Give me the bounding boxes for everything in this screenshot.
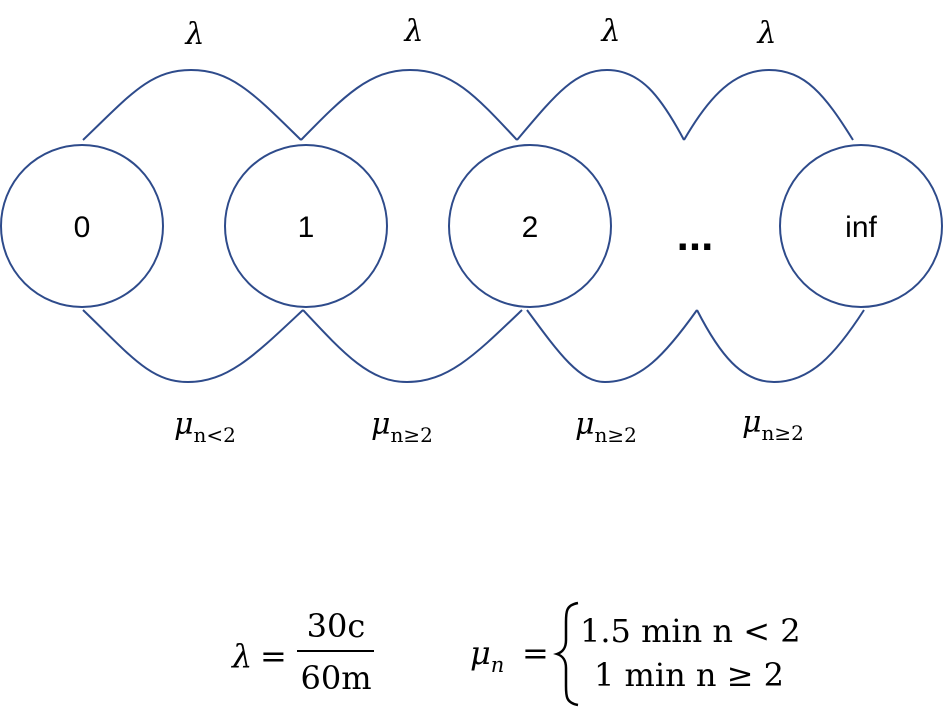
state-2: 2: [448, 144, 612, 308]
service-symbol: μ: [742, 405, 762, 440]
mu-formula-lhs: μn: [470, 634, 504, 677]
service-labels: μn<2 μn≥2 μn≥2 μn≥2: [174, 405, 804, 447]
left-brace: [553, 601, 579, 707]
service-subscript: n≥2: [595, 423, 637, 447]
service-subscript: n≥2: [391, 423, 433, 447]
arrival-label: λ: [403, 14, 423, 49]
lambda-formula-equals: =: [260, 637, 287, 675]
mu-formula-subscript: n: [491, 653, 505, 677]
service-arc-2-1: [302, 309, 523, 384]
service-label: μn≥2: [371, 407, 433, 447]
state-0: 0: [0, 144, 164, 308]
lambda-formula-numerator: 30c: [307, 607, 366, 645]
arrival-arc-1-2: [300, 68, 518, 141]
service-symbol: μ: [174, 407, 194, 442]
lambda-formula: λ = 30c 60m: [230, 607, 374, 697]
mu-formula: μn = 1.5 min n < 2 1 min n ≥ 2: [470, 601, 801, 707]
mu-case-2: 1 min n ≥ 2: [594, 656, 784, 694]
state-label: 0: [74, 211, 91, 244]
state-label: 2: [522, 211, 539, 244]
arrival-label: λ: [184, 17, 204, 52]
arrival-arc-dots-inf: [683, 68, 854, 141]
mu-formula-symbol: μ: [470, 634, 491, 672]
service-subscript: n≥2: [762, 421, 804, 445]
service-symbol: μ: [371, 407, 391, 442]
state-1: 1: [224, 144, 388, 308]
state-label: inf: [845, 211, 877, 244]
state-circle: [0, 144, 164, 308]
state-circle: [224, 144, 388, 308]
ellipsis: ...: [677, 211, 714, 260]
arrival-arc-2-dots: [516, 68, 685, 141]
service-label: μn≥2: [742, 405, 804, 445]
service-arc-inf-dots: [696, 309, 865, 384]
arrival-arc-0-1: [82, 68, 302, 141]
service-arc-dots-2: [526, 309, 698, 384]
arrival-label: λ: [600, 14, 620, 49]
state-inf: inf: [779, 144, 943, 308]
service-subscript: n<2: [194, 423, 236, 447]
arrival-label: λ: [756, 16, 776, 51]
state-circle: [779, 144, 943, 308]
state-label: 1: [298, 211, 315, 244]
service-arc-1-0: [82, 309, 304, 384]
mu-case-1: 1.5 min n < 2: [580, 612, 801, 650]
arrival-arcs: [82, 68, 854, 141]
lambda-formula-lhs: λ: [230, 637, 252, 675]
service-arcs: [82, 309, 865, 384]
arrival-labels: λ λ λ λ: [184, 14, 776, 52]
service-label: μn<2: [174, 407, 236, 447]
states: 0 1 2 inf: [0, 144, 943, 308]
mu-formula-equals: =: [522, 634, 549, 672]
state-circle: [448, 144, 612, 308]
lambda-formula-denominator: 60m: [300, 659, 371, 697]
service-symbol: μ: [575, 407, 595, 442]
service-label: μn≥2: [575, 407, 637, 447]
